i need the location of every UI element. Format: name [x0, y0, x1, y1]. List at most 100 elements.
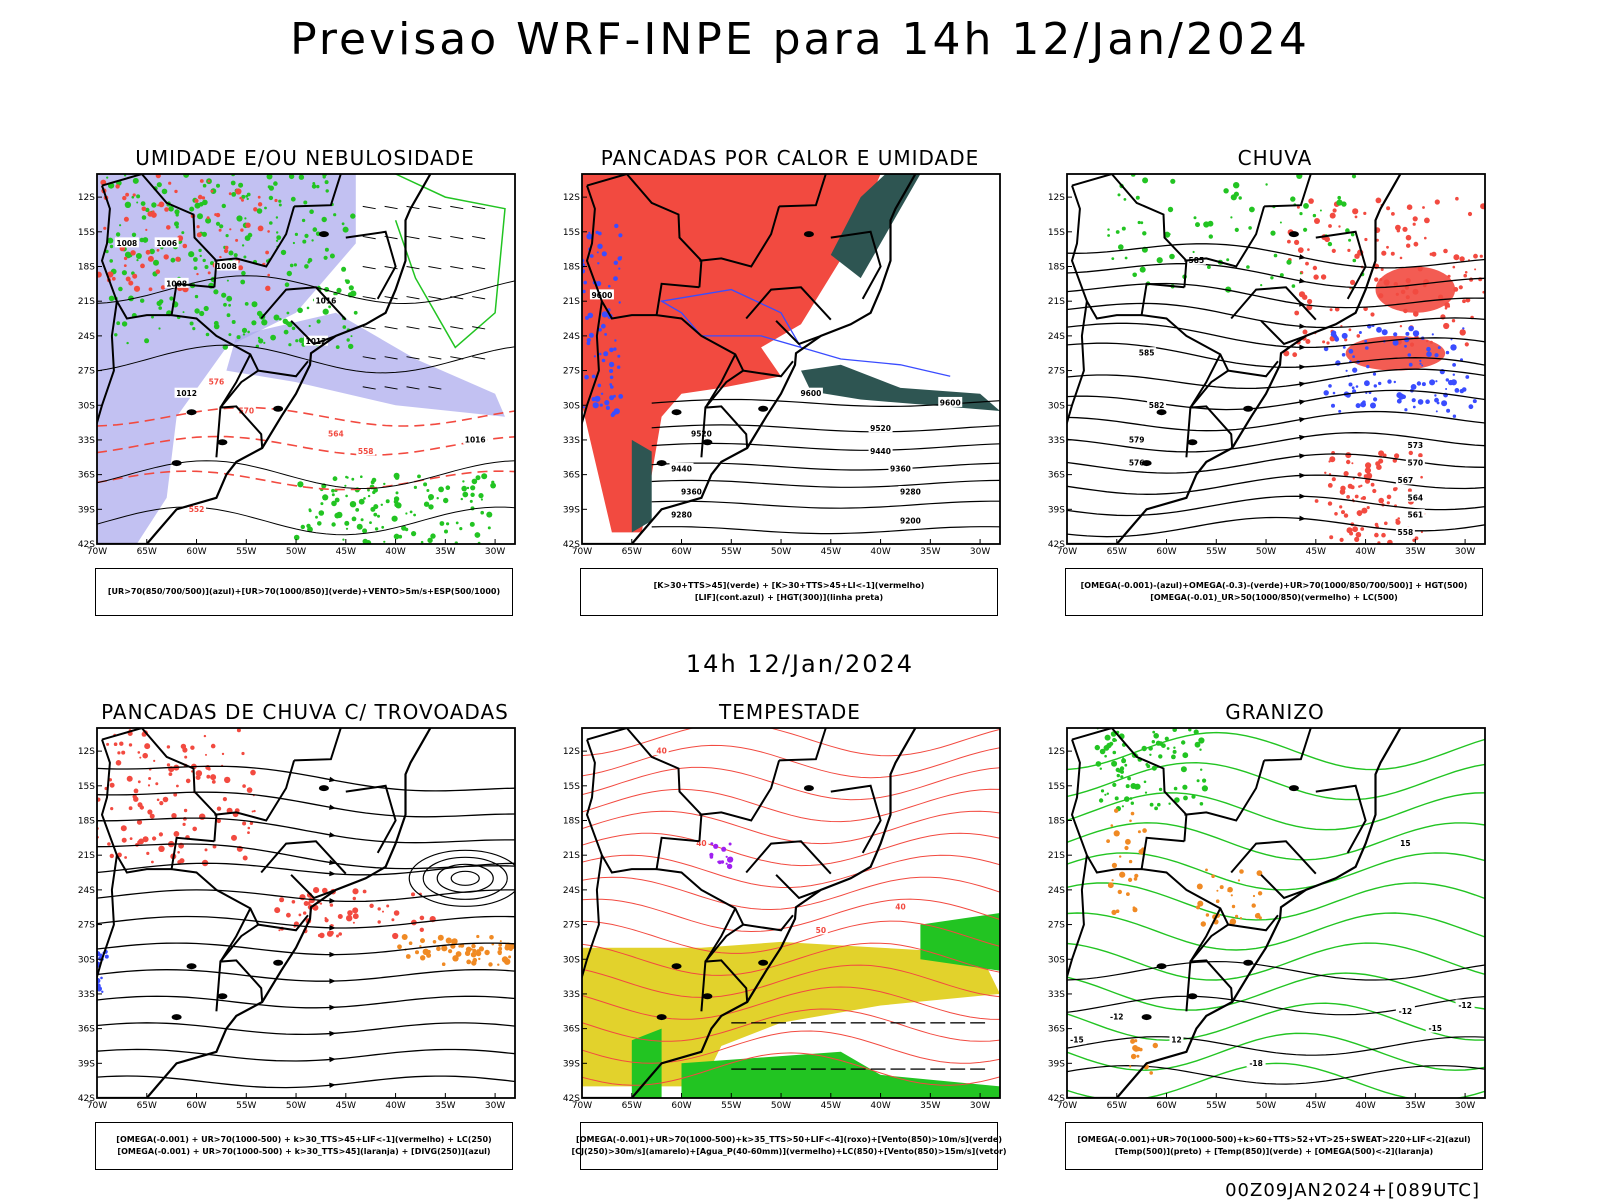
- rain-area-red: [1320, 274, 1327, 280]
- contour-label-bg: [313, 295, 338, 306]
- green-contour-fragment: [469, 499, 473, 503]
- red-contour-fragment: [229, 228, 232, 231]
- lif-contour-fragment: [603, 351, 609, 357]
- rain-area-red: [1374, 522, 1379, 527]
- water-vapor-contour: [582, 964, 1000, 998]
- green-contour-fragment: [322, 494, 329, 501]
- lat-tick-label: 21S: [78, 851, 95, 861]
- storm-cell-red: [319, 902, 323, 905]
- state-border: [1260, 320, 1307, 346]
- state-border: [830, 230, 882, 300]
- green-contour-fragment: [266, 174, 273, 180]
- rain-area-blue: [1459, 388, 1464, 394]
- green-contour-fragment: [373, 512, 378, 517]
- map-tempestade[interactable]: 40 40 50 40 12S 15S 18S 21S 24S 27S 30S 33S 36S 39S 42…: [560, 726, 1020, 1116]
- green-contour-fragment: [153, 259, 159, 266]
- green-contour-fragment: [331, 522, 336, 527]
- omega-orange: [1239, 869, 1244, 874]
- map-pancadas-calor[interactable]: 9600 9600 9520 9520 9440 9440 9360 9360 9280 9280…: [560, 172, 1020, 562]
- streamline-arrow: [1299, 453, 1306, 459]
- red-contour-fragment: [207, 271, 211, 275]
- storm-cell-red: [278, 929, 281, 932]
- map-frame: [1066, 173, 1486, 545]
- temp850-fragment: [1152, 730, 1156, 734]
- map-chuva[interactable]: 585 585 582 579 576 573 570 567 564 561 558 12S 15S 1…: [1045, 172, 1505, 562]
- rain-area-red: [1399, 256, 1403, 260]
- green-contour-fragment: [370, 480, 375, 485]
- rain-area-red: [1406, 204, 1413, 210]
- omega-orange: [1235, 914, 1239, 918]
- streamline-arrow: [1299, 417, 1306, 423]
- lon-tick-label: 65W: [622, 1101, 642, 1111]
- lat-tick-label: 30S: [1048, 401, 1065, 411]
- panel-title: GRANIZO: [1225, 700, 1325, 724]
- green-contour-fragment: [324, 180, 329, 185]
- storm-cell-orange: [501, 956, 509, 963]
- rain-area-green: [1107, 228, 1110, 231]
- contour-label-bg: [589, 289, 614, 300]
- rain-area-green: [1270, 230, 1276, 236]
- temp850-contour: [1067, 1032, 1485, 1071]
- green-contour-fragment: [194, 294, 199, 299]
- green-contour-fragment: [332, 476, 338, 482]
- rain-area-red: [1324, 471, 1327, 474]
- rain-area-blue: [1429, 379, 1436, 386]
- rain-area-blue: [1341, 332, 1348, 339]
- panel-pancadas-calor: PANCADAS POR CALOR E UMIDADE 9600 9600 952…: [560, 146, 1020, 616]
- coastline: [97, 728, 432, 1098]
- green-contour-fragment: [469, 521, 475, 527]
- lat-tick-label: 12S: [78, 747, 95, 757]
- storm-cell-orange: [488, 962, 493, 967]
- map-layers: 585 585 582 579 576 573 570 567 564 561 558: [1067, 174, 1485, 544]
- storm-cell-red: [168, 772, 173, 776]
- streamline-arrow: [1299, 515, 1306, 522]
- contour-label: 50: [816, 926, 826, 935]
- rain-area-red: [1431, 251, 1437, 257]
- rain-area-blue: [1323, 390, 1329, 396]
- temp850-fragment: [1166, 747, 1170, 750]
- storm-cell-orange: [508, 947, 513, 951]
- lon-tick-label: 40W: [1355, 547, 1375, 557]
- lake-shape: [217, 993, 228, 1000]
- red-contour-fragment: [145, 228, 148, 231]
- green-contour-fragment: [428, 504, 434, 510]
- red-contour-fragment: [228, 192, 232, 196]
- panel-title: UMIDADE E/OU NEBULOSIDADE: [135, 146, 475, 170]
- temp850-contour: [1067, 792, 1485, 831]
- storm-cell-red: [222, 797, 227, 802]
- severe-storm-purple: [726, 863, 733, 870]
- contour-label: 585: [1189, 256, 1205, 265]
- lon-tick-label: 70W: [87, 547, 107, 557]
- red-contour-fragment: [223, 248, 229, 254]
- storm-cell-red: [419, 927, 424, 932]
- contour-label: 576: [1129, 459, 1145, 468]
- wind-vector: [384, 326, 398, 330]
- green-contour-fragment: [291, 326, 296, 331]
- storm-cell-red: [136, 819, 143, 825]
- map-umidade[interactable]: 1008100810081006101210121016101657657056…: [75, 172, 535, 562]
- lon-tick-label: 45W: [821, 1101, 841, 1111]
- humidity-band: [226, 312, 505, 417]
- state-border: [1228, 914, 1279, 932]
- green-contour-fragment: [243, 255, 247, 259]
- contour-label-bg: [1405, 439, 1425, 450]
- omega-orange: [1117, 889, 1122, 895]
- red-contour-fragment: [240, 228, 244, 232]
- rain-area-blue: [1421, 364, 1424, 367]
- page-title: Previsao WRF-INPE para 14h 12/Jan/2024: [290, 14, 1310, 65]
- rain-area-red: [1283, 350, 1290, 357]
- rain-area-red: [1331, 477, 1336, 482]
- green-contour-fragment: [270, 334, 276, 341]
- lon-tick-label: 60W: [186, 547, 206, 557]
- map-granizo[interactable]: -12 -15 -18 -15 -12 15 12 -12 12S 15S 18S 21S 24S 27S…: [1045, 726, 1505, 1116]
- temp850-fragment: [1201, 785, 1208, 792]
- green-contour-fragment: [193, 257, 198, 262]
- lat-tick-label: 12S: [1048, 193, 1065, 203]
- storm-cell-red: [148, 777, 152, 780]
- green-contour-fragment: [345, 527, 349, 530]
- rain-area-blue: [1358, 331, 1362, 334]
- wind-vector: [472, 356, 486, 360]
- lon-tick-label: 45W: [821, 547, 841, 557]
- streamline-arrow: [1298, 254, 1306, 260]
